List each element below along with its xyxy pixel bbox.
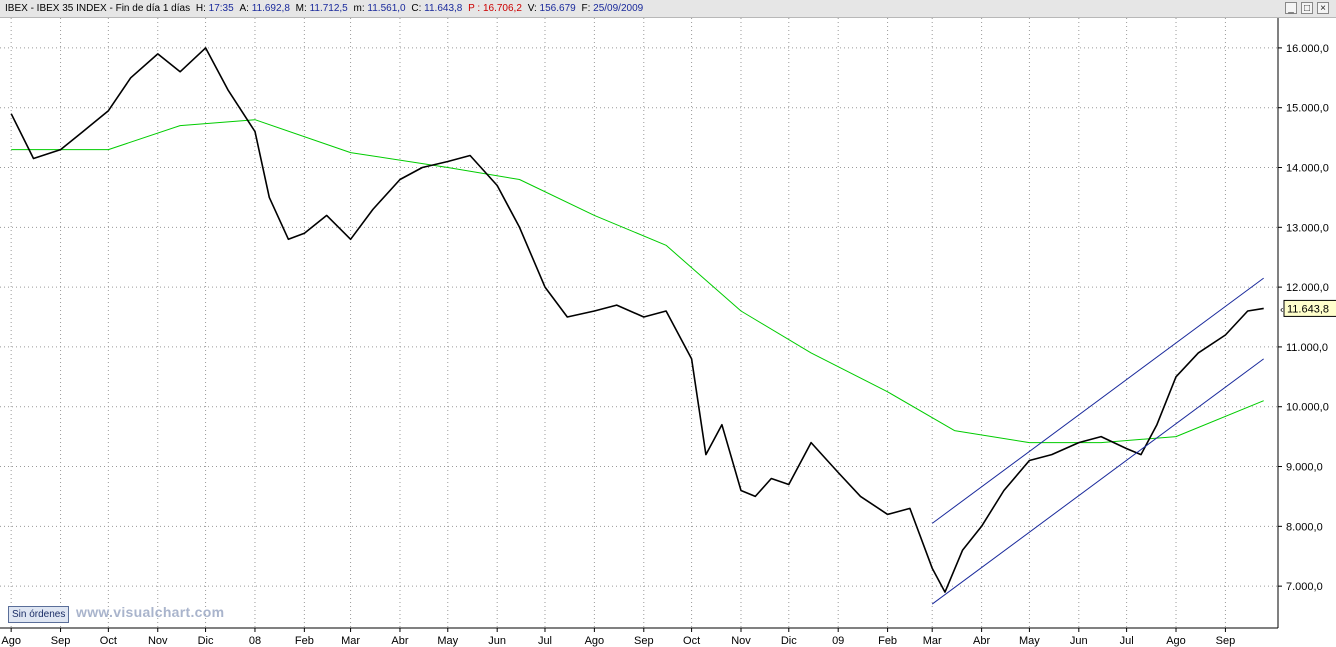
y-tick-label: 16.000,0 bbox=[1286, 43, 1329, 55]
x-tick-label: Nov bbox=[731, 635, 751, 647]
x-tick-label: May bbox=[437, 635, 458, 647]
hour-value: 17:35 bbox=[208, 3, 234, 14]
sin-ordenes-button[interactable]: Sin órdenes bbox=[8, 606, 70, 623]
close-window-button[interactable]: × bbox=[1317, 2, 1329, 14]
x-tick-label: May bbox=[1019, 635, 1040, 647]
x-tick-label: Feb bbox=[878, 635, 897, 647]
x-tick-label: Abr bbox=[973, 635, 990, 647]
hour-label: H: bbox=[195, 3, 206, 14]
x-tick-label: Jun bbox=[488, 635, 506, 647]
x-tick-label: Dic bbox=[198, 635, 214, 647]
y-tick-label: 15.000,0 bbox=[1286, 103, 1329, 115]
volume-value: 156.679 bbox=[539, 3, 576, 14]
date-value: 25/09/2009 bbox=[593, 3, 644, 14]
x-tick-label: Ago bbox=[585, 635, 605, 647]
p-label: P : bbox=[468, 3, 481, 14]
trend-channel-layer bbox=[931, 277, 1264, 605]
x-tick-label: Ago bbox=[1, 635, 21, 647]
close-label: C: bbox=[411, 3, 422, 14]
mid-label: M: bbox=[295, 3, 307, 14]
price-layer bbox=[10, 47, 1264, 593]
symbol-label: IBEX - IBEX 35 INDEX - Fin de día 1 días bbox=[5, 3, 191, 14]
last-value-box bbox=[1283, 299, 1336, 317]
minimize-button[interactable]: _ bbox=[1285, 2, 1297, 14]
x-tick-label: Abr bbox=[391, 635, 408, 647]
x-tick-label: Oct bbox=[100, 635, 117, 647]
y-tick-label: 9.000,0 bbox=[1286, 462, 1323, 474]
x-tick-label: Feb bbox=[295, 635, 314, 647]
last-value-arrow: ‹ bbox=[1280, 304, 1283, 315]
mid-value: 11.712,5 bbox=[309, 3, 348, 14]
y-tick-label: 7.000,0 bbox=[1286, 581, 1323, 593]
x-tick-label: Sep bbox=[51, 635, 71, 647]
x-tick-label: Jul bbox=[538, 635, 552, 647]
y-tick-label: 8.000,0 bbox=[1286, 521, 1323, 533]
close-value: 11.643,8 bbox=[424, 3, 463, 14]
x-tick-label: Mar bbox=[923, 635, 942, 647]
y-tick-label: 12.000,0 bbox=[1286, 282, 1329, 294]
x-tick-label: Ago bbox=[1166, 635, 1186, 647]
channel-upper-line bbox=[931, 277, 1264, 524]
high-value: 11.692,8 bbox=[251, 3, 290, 14]
volume-label: V: bbox=[527, 3, 537, 14]
y-tick-label: 14.000,0 bbox=[1286, 163, 1329, 175]
low-label: m: bbox=[353, 3, 365, 14]
y-tick-label: 11.000,0 bbox=[1286, 342, 1328, 354]
maximize-button[interactable]: □ bbox=[1301, 2, 1313, 14]
low-value: 11.561,0 bbox=[367, 3, 406, 14]
grid bbox=[0, 18, 1278, 628]
x-tick-label: Sep bbox=[1216, 635, 1236, 647]
last-value-label: 11.643,8 bbox=[1287, 303, 1329, 315]
x-tick-label: Jun bbox=[1070, 635, 1088, 647]
p-value: 16.706,2 bbox=[482, 3, 522, 14]
x-tick-label: Sep bbox=[634, 635, 654, 647]
x-tick-label: Mar bbox=[341, 635, 360, 647]
x-tick-label: Nov bbox=[148, 635, 168, 647]
high-label: A: bbox=[239, 3, 249, 14]
y-tick-label: 13.000,0 bbox=[1286, 222, 1329, 234]
chart-window-titlebar: IBEX - IBEX 35 INDEX - Fin de día 1 días… bbox=[0, 0, 1336, 18]
channel-lower-line bbox=[931, 358, 1264, 605]
price-line bbox=[10, 47, 1264, 593]
moving-average-layer bbox=[11, 119, 1264, 444]
x-tick-label: 09 bbox=[832, 635, 844, 647]
watermark: www.visualchart.com bbox=[76, 604, 225, 620]
moving-average-line bbox=[11, 119, 1264, 444]
x-tick-label: Dic bbox=[781, 635, 797, 647]
x-tick-label: Jul bbox=[1120, 635, 1134, 647]
date-label: F: bbox=[581, 3, 591, 14]
y-tick-label: 10.000,0 bbox=[1286, 402, 1329, 414]
x-tick-label: Oct bbox=[683, 635, 700, 647]
axes: 16.000,0 15.000,0 14.000,0 13.000,0 12.000,0… bbox=[0, 18, 1336, 647]
price-chart[interactable]: 16.000,0 15.000,0 14.000,0 13.000,0 12.000,0… bbox=[0, 18, 1336, 647]
x-tick-label: 08 bbox=[249, 635, 261, 647]
